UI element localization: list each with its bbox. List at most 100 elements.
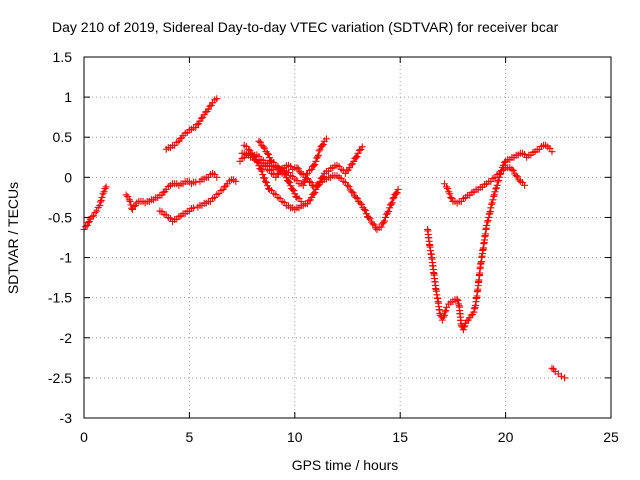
data-point — [280, 169, 288, 177]
data-point — [260, 174, 268, 182]
data-point — [386, 204, 394, 212]
data-point — [345, 183, 353, 191]
data-point — [381, 213, 389, 221]
data-point — [346, 164, 354, 172]
grid — [84, 57, 611, 418]
data-point — [97, 196, 105, 204]
data-point — [286, 179, 294, 187]
x-axis-label: GPS time / hours — [292, 457, 399, 473]
data-point — [91, 209, 99, 217]
series-arc-f — [240, 141, 366, 213]
y-tick-label: -2.5 — [48, 370, 72, 386]
data-point — [289, 185, 297, 193]
data-point — [190, 204, 198, 212]
data-point — [232, 177, 240, 185]
data-point — [361, 207, 369, 215]
data-point — [483, 218, 491, 226]
data-point — [256, 138, 264, 146]
data-point — [263, 149, 271, 157]
data-point — [88, 213, 96, 221]
data-point — [442, 306, 450, 314]
data-point — [487, 204, 495, 212]
data-point — [319, 173, 327, 181]
data-point — [83, 221, 91, 229]
data-point — [509, 167, 517, 175]
data-point — [204, 105, 212, 113]
data-point — [384, 209, 392, 217]
data-point — [311, 189, 319, 197]
data-point — [353, 152, 361, 160]
data-point — [261, 144, 269, 152]
data-point — [387, 200, 395, 208]
data-point — [93, 207, 101, 215]
data-point — [310, 190, 318, 198]
series-arc-a — [80, 183, 110, 233]
data-point — [348, 188, 356, 196]
data-point — [358, 143, 366, 151]
data-point — [492, 185, 500, 193]
data-point — [548, 364, 556, 372]
data-point — [303, 171, 311, 179]
data-point — [253, 157, 261, 165]
series-arc-g — [236, 135, 330, 189]
data-point — [443, 183, 451, 191]
data-point — [389, 195, 397, 203]
data-point — [548, 148, 556, 156]
data-point — [290, 187, 298, 195]
data-point — [322, 135, 330, 143]
series-arc-d — [156, 176, 240, 225]
x-tick-label: 20 — [498, 429, 514, 445]
data-point — [213, 95, 221, 103]
data-point — [246, 146, 254, 154]
data-point — [370, 221, 378, 229]
data-point — [439, 313, 447, 321]
data-point — [444, 185, 452, 193]
data-point — [385, 207, 393, 215]
data-point — [196, 117, 204, 125]
data-point — [352, 193, 360, 201]
data-point — [344, 181, 351, 189]
data-point — [369, 220, 377, 228]
data-point — [521, 181, 529, 189]
data-point — [128, 205, 136, 213]
data-point — [460, 323, 468, 331]
series-arc-h — [255, 137, 305, 205]
data-point — [101, 185, 109, 193]
data-point — [257, 165, 265, 173]
data-point — [301, 177, 309, 185]
y-tick-label: 1.5 — [53, 49, 73, 65]
data-point — [358, 200, 366, 208]
axis-ticks: 0 5 10 15 20 25 1.5 1 0.5 0 -0.5 -1 -1.5 -2 -2.5 -3 — [48, 49, 619, 445]
data-point — [314, 153, 322, 161]
data-point — [393, 189, 401, 197]
data-point — [356, 199, 364, 207]
data-point — [438, 316, 446, 324]
x-tick-label: 15 — [392, 429, 408, 445]
data-point — [125, 196, 133, 204]
data-point — [126, 197, 134, 205]
data-point — [360, 205, 368, 213]
y-tick-label: 0 — [64, 169, 72, 185]
data-point — [307, 178, 315, 186]
data-point — [512, 172, 520, 180]
data-point — [311, 160, 319, 168]
data-point — [294, 165, 302, 173]
data-point — [303, 200, 311, 208]
data-point — [489, 196, 497, 204]
y-tick-label: 0.5 — [53, 129, 73, 145]
chart-title: Day 210 of 2019, Sidereal Day-to-day VTE… — [52, 19, 559, 35]
data-point — [264, 150, 272, 158]
data-point — [192, 124, 200, 132]
data-point — [312, 157, 320, 165]
y-tick-label: -1 — [60, 250, 73, 266]
data-point — [515, 176, 523, 184]
data-markers — [80, 95, 569, 382]
data-point — [488, 200, 496, 208]
data-point — [315, 147, 323, 155]
x-tick-label: 5 — [186, 429, 194, 445]
data-point — [459, 326, 467, 334]
data-point — [491, 188, 499, 196]
data-point — [89, 212, 97, 220]
y-tick-label: 1 — [64, 89, 72, 105]
